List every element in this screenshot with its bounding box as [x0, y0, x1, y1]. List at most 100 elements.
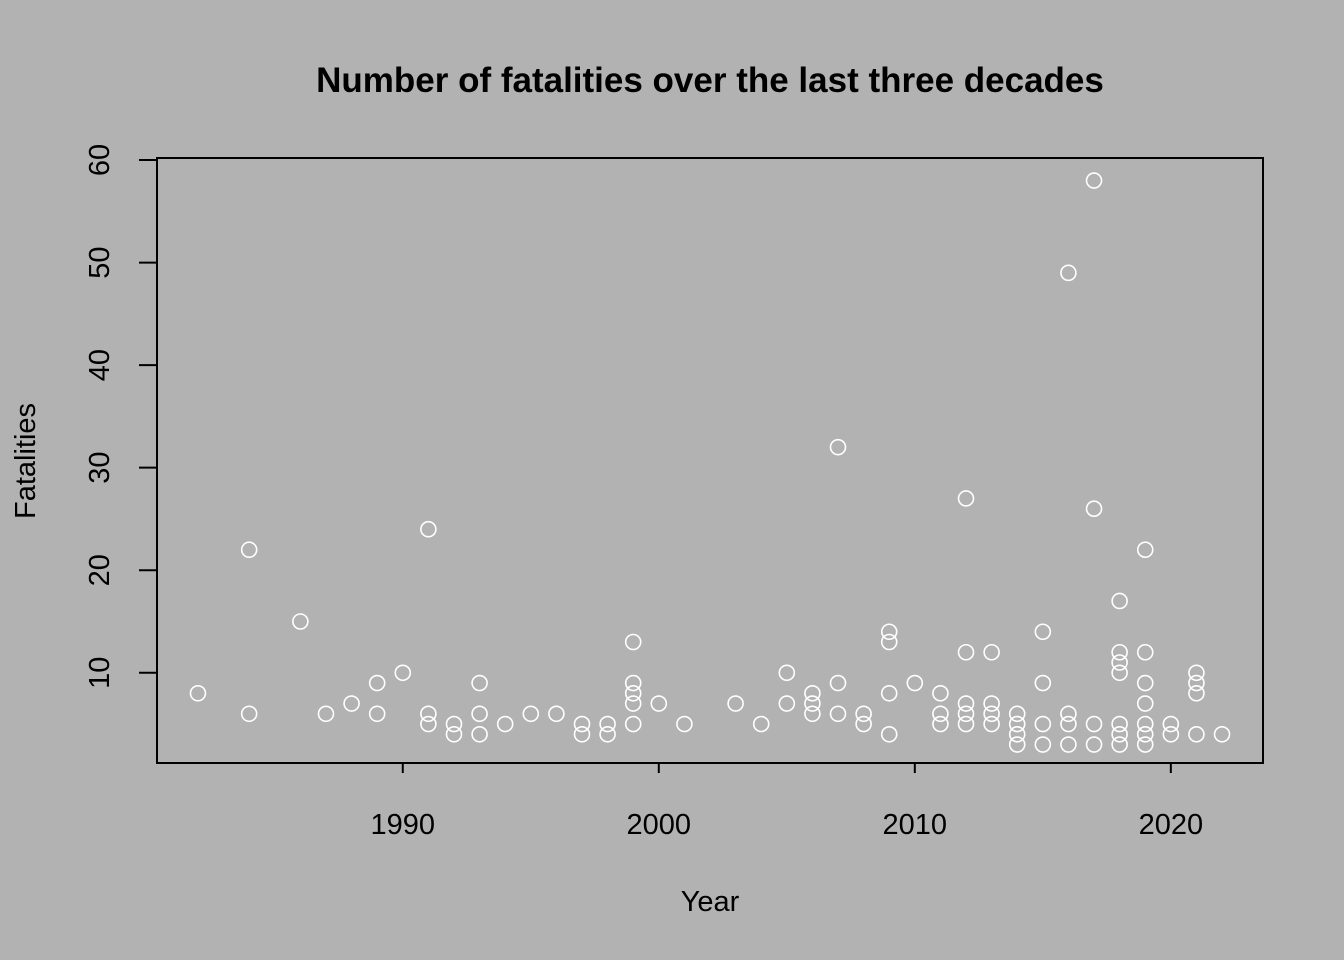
data-point [292, 613, 309, 630]
data-point [932, 684, 949, 702]
data-point [829, 674, 847, 692]
data-point [1111, 736, 1128, 753]
data-point [1136, 695, 1154, 712]
data-point [1162, 715, 1180, 733]
data-point [1060, 705, 1077, 723]
data-point [1008, 736, 1026, 753]
data-point [317, 705, 335, 723]
data-point [804, 695, 821, 712]
data-point [1111, 725, 1128, 743]
y-axis-label: Fatalities [10, 403, 42, 519]
data-point [727, 695, 744, 712]
data-point [752, 715, 770, 733]
data-point [471, 705, 488, 723]
data-point [957, 490, 975, 507]
data-point [957, 643, 975, 661]
x-tick-label: 2020 [1139, 809, 1204, 841]
data-point [624, 695, 642, 712]
data-point [1111, 592, 1128, 610]
data-point [804, 684, 821, 702]
data-point [1060, 264, 1077, 282]
data-point [829, 438, 847, 456]
data-point [445, 715, 463, 733]
data-point [343, 695, 360, 712]
data-point [906, 674, 924, 692]
y-tick-label: 60 [84, 144, 116, 176]
y-tick-label: 20 [84, 554, 116, 586]
data-point [880, 684, 898, 702]
data-point [1111, 654, 1128, 671]
x-tick-label: 2000 [627, 809, 692, 841]
data-point [1085, 500, 1103, 517]
data-point [676, 715, 693, 733]
data-point [1034, 623, 1052, 641]
data-point [1034, 715, 1052, 733]
data-point [1008, 705, 1026, 723]
data-point [240, 705, 258, 723]
data-point [368, 674, 386, 692]
data-point [496, 715, 514, 733]
data-point [394, 664, 412, 682]
data-point [445, 725, 463, 743]
data-point [548, 705, 565, 723]
chart-title: Number of fatalities over the last three… [316, 61, 1104, 100]
data-point [1034, 736, 1052, 753]
data-point [1085, 172, 1103, 189]
data-points [189, 172, 1231, 753]
data-point [599, 725, 616, 743]
data-point [1136, 674, 1154, 692]
data-point [1008, 725, 1026, 743]
data-point [932, 705, 949, 723]
data-point [420, 520, 437, 538]
data-point [471, 674, 488, 692]
data-point [599, 715, 616, 733]
data-point [1188, 684, 1205, 702]
y-tick-label: 10 [84, 657, 116, 689]
data-point [1111, 664, 1128, 682]
data-point [522, 705, 540, 723]
data-point [189, 684, 207, 702]
data-point [1085, 736, 1103, 753]
data-point [983, 705, 1000, 723]
data-point [829, 705, 847, 723]
data-point [624, 674, 642, 692]
data-point [240, 541, 258, 559]
data-point [880, 725, 898, 743]
y-tick-label: 40 [84, 349, 116, 381]
data-point [1034, 674, 1052, 692]
data-point [804, 705, 821, 723]
data-point [1060, 736, 1077, 753]
data-point [957, 695, 975, 712]
data-point [855, 715, 872, 733]
data-point [1111, 643, 1128, 661]
data-point [1085, 715, 1103, 733]
data-point [1136, 643, 1154, 661]
y-axis: 10 20 30 40 50 60 [84, 144, 158, 689]
data-point [957, 715, 975, 733]
data-point [368, 705, 386, 723]
data-point [983, 715, 1000, 733]
x-tick-label: 1990 [371, 809, 436, 841]
data-point [1060, 715, 1077, 733]
data-point [778, 695, 796, 712]
x-tick-label: 2010 [883, 809, 948, 841]
data-point [983, 695, 1000, 712]
data-point [1188, 725, 1205, 743]
data-point [1188, 674, 1205, 692]
data-point [880, 623, 898, 641]
data-point [1136, 541, 1154, 559]
data-point [420, 715, 437, 733]
data-point [573, 715, 591, 733]
plot-frame [156, 157, 1264, 764]
y-tick-label: 30 [84, 452, 116, 484]
y-tick-label: 50 [84, 246, 116, 278]
data-point [1188, 664, 1205, 682]
data-point [932, 715, 949, 733]
data-point [471, 725, 488, 743]
data-point [573, 725, 591, 743]
data-point [1136, 736, 1154, 753]
data-point [880, 633, 898, 651]
data-point [1008, 715, 1026, 733]
x-axis: 1990 2000 2010 2020 [371, 762, 1204, 841]
